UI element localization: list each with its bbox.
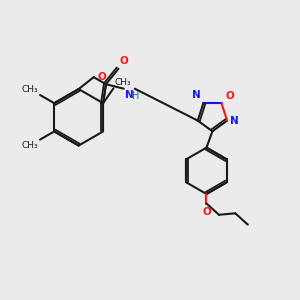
Text: CH₃: CH₃ [22, 85, 39, 94]
Text: CH₃: CH₃ [114, 78, 131, 87]
Text: H: H [132, 91, 139, 101]
Text: O: O [119, 56, 128, 66]
Text: N: N [192, 90, 201, 100]
Text: O: O [225, 91, 234, 101]
Text: O: O [202, 207, 211, 217]
Text: O: O [98, 72, 106, 82]
Text: N: N [230, 116, 239, 126]
Text: CH₃: CH₃ [22, 141, 39, 150]
Text: N: N [124, 90, 134, 100]
